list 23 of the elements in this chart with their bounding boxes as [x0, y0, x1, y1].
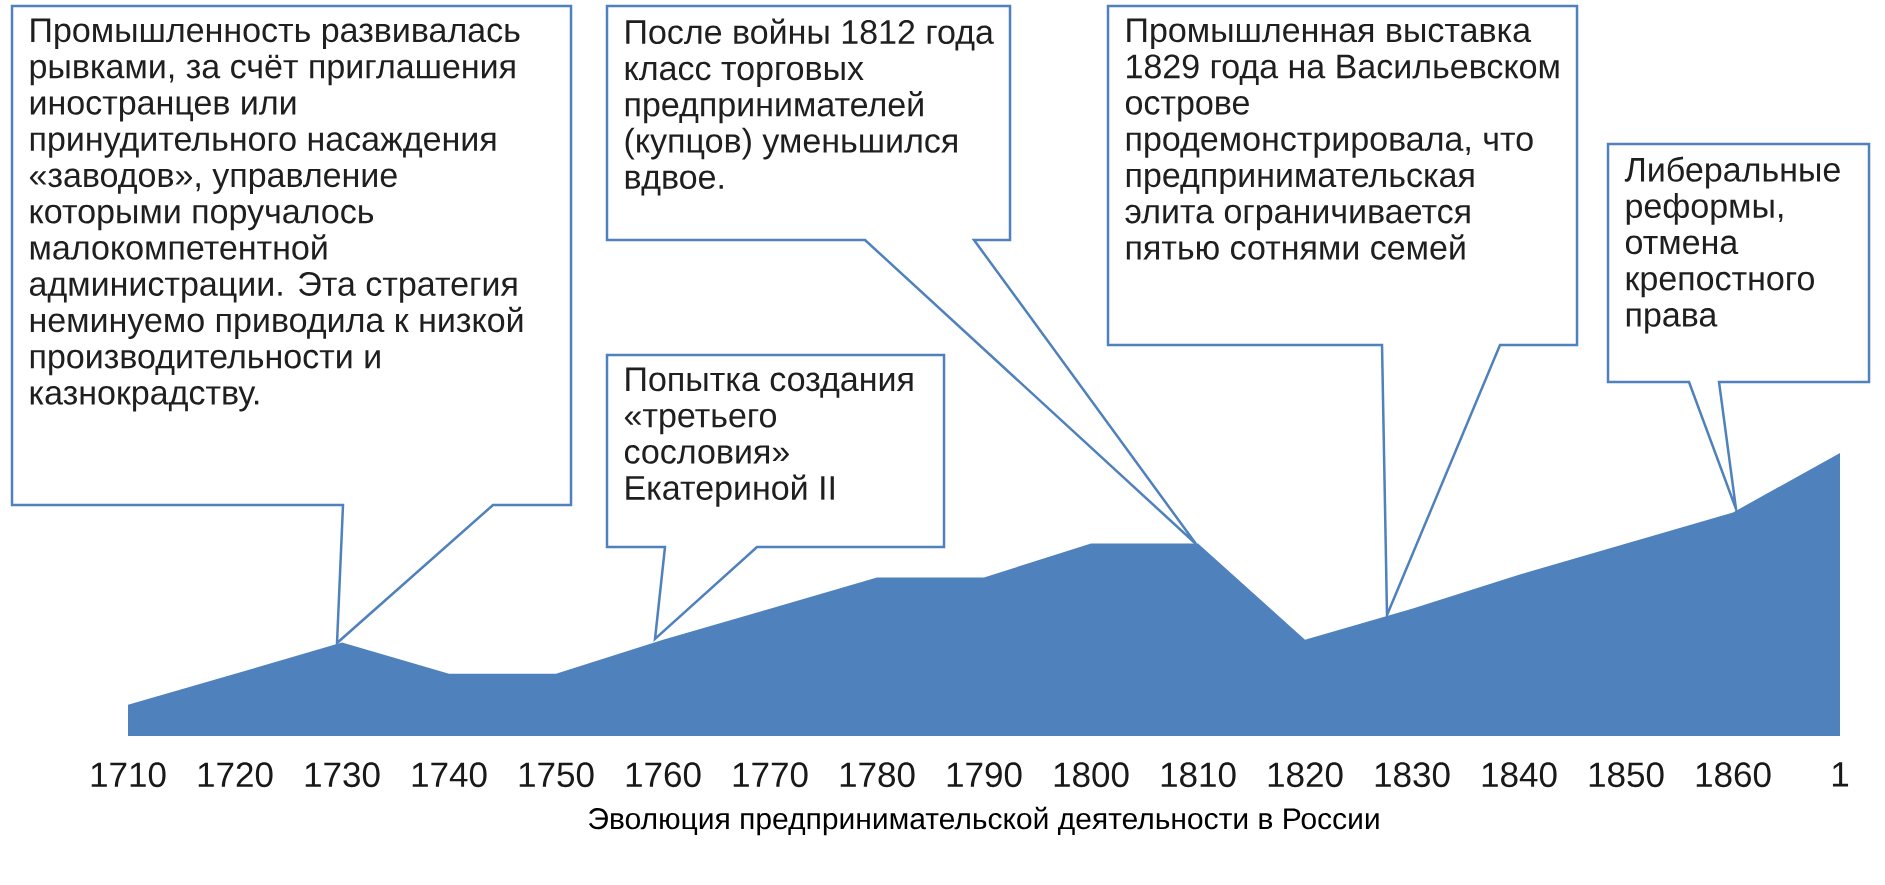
- x-tick-label: 1770: [733, 762, 808, 788]
- text: После войны 1812 года класс торговых предпринимателей (купцов) уменьшился вдвое.: [625, 18, 994, 196]
- x-tick-label: 1840: [1482, 762, 1557, 788]
- x-tick-label: 1780: [840, 762, 915, 788]
- text: Промышленность развивалась рывками, за счёт приглашения иностранцев или принудительного насаждения «заводов», управление которыми поручалось малокомпетентной администрации. Эта стратегия неминуемо приводила к низкой производительности и казнокрадству.: [29, 18, 523, 412]
- x-tick-label: 1710: [91, 762, 166, 788]
- x-tick-label: 1800: [1054, 762, 1129, 788]
- text: Либеральные реформы, отмена крепостного права: [1624, 156, 1840, 334]
- x-tick-label: 1750: [519, 762, 594, 788]
- x-tick-label: 1: [1832, 762, 1849, 787]
- x-tick-label: 1720: [198, 762, 273, 788]
- x-tick-label: 1740: [412, 762, 487, 788]
- x-tick-label: 1760: [626, 762, 701, 788]
- text: Промышленная выставка 1829 года на Васильевском острове продемонстрировала, что предпринимательская элита ограничивается пятью сотнями семей: [1125, 18, 1559, 260]
- x-axis-title: Эволюция предпринимательской деятельности в России: [588, 806, 1379, 836]
- x-tick-label: 1810: [1161, 762, 1236, 788]
- x-tick-label: 1790: [947, 762, 1022, 788]
- annotation: Попытка создания «третьего сословия» Екатериной II: [624, 367, 913, 507]
- x-tick-label: 1860: [1696, 762, 1771, 788]
- x-tick-label: 1820: [1268, 762, 1343, 788]
- x-tick-label: 1830: [1375, 762, 1450, 788]
- x-tick-label: 1730: [305, 762, 380, 788]
- x-tick-label: 1850: [1589, 762, 1664, 788]
